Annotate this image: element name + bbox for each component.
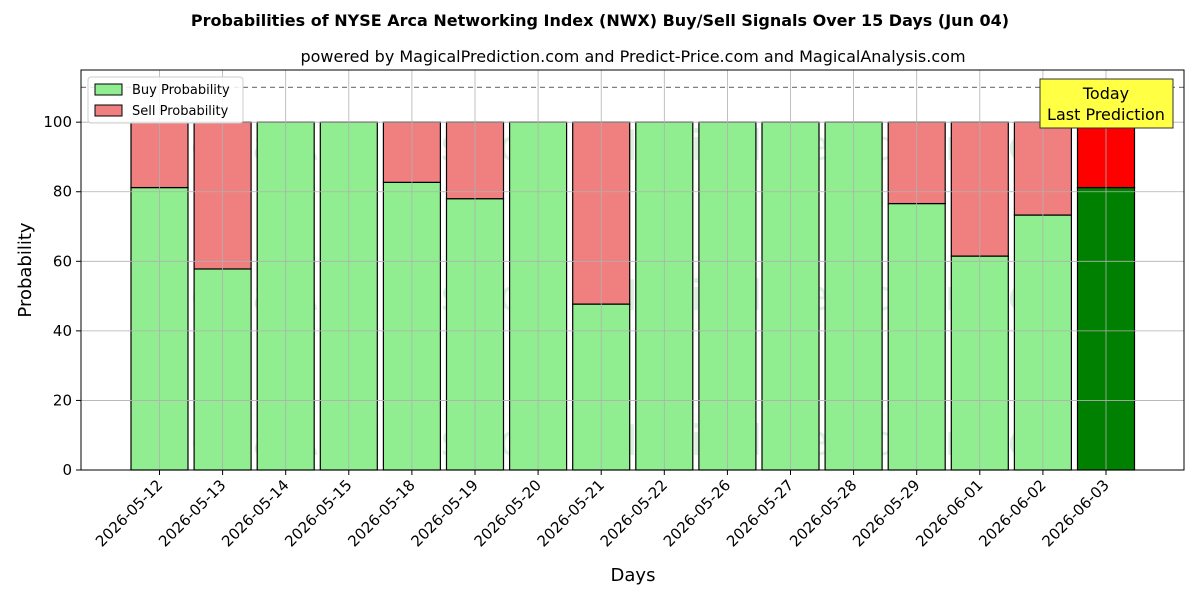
y-tick-label: 80 <box>53 183 72 201</box>
legend-label-sell: Sell Probability <box>132 104 229 119</box>
today-label: Today <box>1082 84 1129 103</box>
y-axis-label: Probability <box>15 222 36 317</box>
x-tick-label: 2026-05-19 <box>407 476 481 550</box>
y-tick-label: 100 <box>43 113 72 131</box>
x-tick-label: 2026-05-21 <box>534 476 608 550</box>
last-prediction-label: Last Prediction <box>1047 105 1165 124</box>
legend-label-buy: Buy Probability <box>132 83 230 98</box>
x-tick-label: 2026-05-26 <box>660 476 734 550</box>
x-tick-label: 2026-05-27 <box>723 476 797 550</box>
legend-swatch-sell <box>94 104 123 117</box>
grid <box>81 70 1184 471</box>
x-tick-label: 2026-05-20 <box>471 476 545 550</box>
y-tick-label: 0 <box>62 461 72 479</box>
y-tick-label: 60 <box>53 252 72 270</box>
x-tick-label: 2026-05-15 <box>281 476 355 550</box>
x-tick-label: 2026-05-18 <box>344 476 418 550</box>
y-tick-label: 20 <box>53 391 72 409</box>
x-tick-label: 2026-05-12 <box>92 476 166 550</box>
today-annotation: Today Last Prediction <box>1039 78 1174 129</box>
x-tick-label: 2026-05-22 <box>597 476 671 550</box>
plot-frame <box>80 69 1185 471</box>
x-tick-label: 2026-05-28 <box>786 476 860 550</box>
x-tick-label: 2026-05-14 <box>218 476 292 550</box>
legend: Buy Probability Sell Probability <box>87 76 244 124</box>
x-tick-label: 2026-06-03 <box>1038 476 1112 550</box>
x-axis-label: Days <box>611 565 656 586</box>
x-tick-label: 2026-05-13 <box>155 476 229 550</box>
chart-subtitle: powered by MagicalPrediction.com and Pre… <box>300 47 965 66</box>
y-axis: 0 20 40 60 80 100 <box>43 113 81 479</box>
x-axis: 2026-05-122026-05-132026-05-142026-05-15… <box>92 470 1113 550</box>
legend-swatch-buy <box>94 83 123 96</box>
plot-area: MagicalAnalysis.comMagicalPrediction.com… <box>80 69 1185 471</box>
today-box <box>1039 78 1174 129</box>
x-tick-label: 2026-06-01 <box>912 476 986 550</box>
x-tick-label: 2026-05-29 <box>849 476 923 550</box>
chart-title: Probabilities of NYSE Arca Networking In… <box>191 11 1009 30</box>
x-tick-label: 2026-06-02 <box>975 476 1049 550</box>
legend-box <box>87 76 244 124</box>
y-tick-label: 40 <box>53 322 72 340</box>
